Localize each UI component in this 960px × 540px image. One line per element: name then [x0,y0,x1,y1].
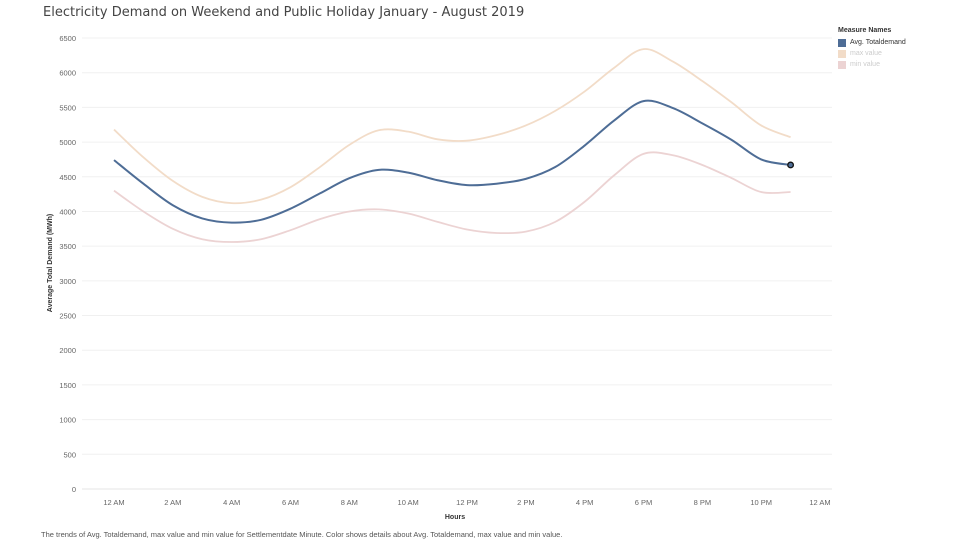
x-tick-label: 2 AM [164,498,181,507]
x-tick-label: 2 PM [517,498,535,507]
legend-swatch-min [838,60,846,69]
x-tick-label: 10 AM [398,498,419,507]
legend: Measure Names Avg. Totaldemand max value… [838,27,906,70]
legend-label-min: min value [850,61,880,68]
y-tick-label: 500 [63,450,76,459]
y-tick-label: 4500 [59,173,76,182]
y-tick-label: 3500 [59,242,76,251]
y-tick-label: 4000 [59,207,76,216]
x-tick-label: 8 AM [341,498,358,507]
series-point-end[interactable] [787,161,795,169]
legend-item-avg[interactable]: Avg. Totaldemand [838,37,906,48]
x-axis-title: Hours [445,514,465,521]
x-tick-label: 12 AM [809,498,830,507]
x-tick-label: 6 AM [282,498,299,507]
y-axis-ticks: 0 500 1000 1500 2000 2500 3000 3500 4000 4500 5000… [59,34,76,494]
series-line-avg-totaldemand[interactable] [113,99,791,224]
legend-item-max[interactable]: max value [838,48,906,59]
chart-title: Electricity Demand on Weekend and Public… [43,5,525,20]
y-tick-label: 2500 [59,312,76,321]
y-tick-label: 6000 [59,69,76,78]
legend-swatch-avg [838,38,846,47]
x-tick-label: 12 AM [103,498,124,507]
x-tick-label: 4 AM [223,498,240,507]
y-tick-label: 1000 [59,416,76,425]
y-tick-label: 0 [72,485,76,494]
legend-title: Measure Names [838,27,892,34]
x-tick-label: 8 PM [694,498,712,507]
series-lines [113,48,795,243]
legend-item-min[interactable]: min value [838,59,906,70]
y-axis-title: Average Total Demand (MWh) [47,214,54,312]
y-tick-label: 6500 [59,34,76,43]
y-tick-label: 1500 [59,381,76,390]
series-line-min-value[interactable] [113,151,791,243]
x-tick-label: 4 PM [576,498,594,507]
y-tick-label: 5500 [59,103,76,112]
gridlines [82,37,832,490]
series-line-max-value[interactable] [113,48,791,205]
x-axis-ticks: 12 AM 2 AM 4 AM 6 AM 8 AM 10 AM 12 PM 2 PM 4 PM 6… [103,498,830,507]
y-tick-label: 5000 [59,138,76,147]
x-tick-label: 10 PM [750,498,772,507]
x-tick-label: 12 PM [456,498,478,507]
chart-footer: The trends of Avg. Totaldemand, max valu… [41,530,563,539]
y-tick-label: 2000 [59,346,76,355]
legend-swatch-max [838,49,846,58]
x-tick-label: 6 PM [635,498,653,507]
legend-label-max: max value [850,50,882,57]
y-tick-label: 3000 [59,277,76,286]
legend-label-avg: Avg. Totaldemand [850,39,906,46]
